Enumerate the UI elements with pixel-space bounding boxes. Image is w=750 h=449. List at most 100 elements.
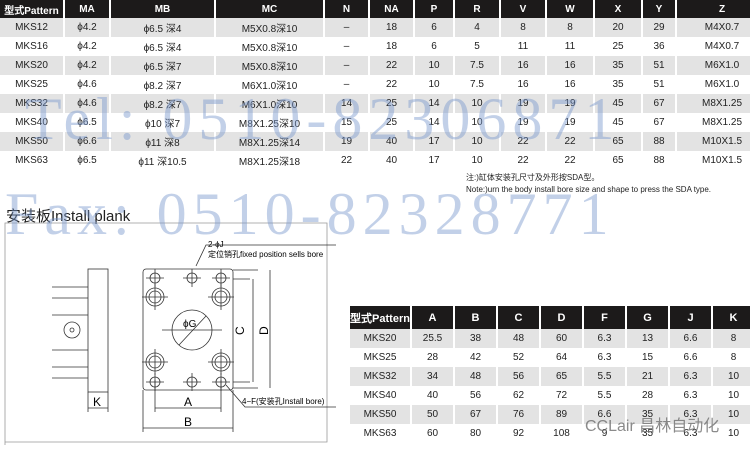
table-cell: M8X1.25深10 xyxy=(238,119,301,130)
table-cell: 15 xyxy=(641,352,654,363)
table-cell: M10X1.5 xyxy=(701,155,743,166)
table-cell: 22 xyxy=(501,132,545,151)
table-cell: M8X1.25 xyxy=(701,117,743,128)
brand-logo: CCLair 昌林自动化 xyxy=(585,418,720,435)
table-cell: ϕ4.2 xyxy=(65,18,109,37)
table-cell: 10 xyxy=(455,94,499,113)
table-cell: ϕ6.5 xyxy=(77,117,97,128)
table-cell: M6X1.0深10 xyxy=(241,81,298,92)
table-cell: 25 xyxy=(612,41,624,52)
table-cell: 5.5 xyxy=(584,367,625,386)
table-cell: 11 xyxy=(564,41,576,52)
table-row: MKS63 ϕ6.5 ϕ11 深10.5 M8X1.25深18 22 40 17 10 22 22… xyxy=(0,151,750,170)
column-header: K xyxy=(713,306,750,329)
table-cell: 65 xyxy=(595,132,641,151)
install-plank-table: 型式Pattern A B C D F G J K MKS20 25.5 38 48 60 6.3 13 6.6… xyxy=(348,306,750,443)
table-row: MKS32 34 48 56 65 5.5 21 6.3 10 xyxy=(350,367,750,386)
table-row: MKS50 50 67 76 89 6.6 35 6.3 10 xyxy=(350,405,750,424)
column-header: B xyxy=(455,306,496,329)
table-cell: 18 xyxy=(385,41,398,52)
table-cell: 51 xyxy=(643,56,675,75)
table-row: MKS16 ϕ4.2 ϕ6.5 深4 M5X0.8深10 – 18 6 5 11 11 25 36 M4… xyxy=(0,37,750,56)
table-cell: MKS40 xyxy=(363,390,397,401)
column-header: F xyxy=(584,306,625,329)
table-cell: ϕ6.5 xyxy=(77,155,97,166)
table-cell: – xyxy=(325,18,368,37)
table-cell: 10 xyxy=(415,56,453,75)
table-cell: MKS63 xyxy=(15,155,48,166)
table-cell: 19 xyxy=(517,117,529,128)
table-cell: 6.3 xyxy=(683,390,698,401)
table-row: MKS40 40 56 62 72 5.5 28 6.3 10 xyxy=(350,386,750,405)
dim-k-label: K xyxy=(93,395,101,409)
column-header: V xyxy=(501,0,545,18)
table-cell: 56 xyxy=(498,367,539,386)
table-cell: 21 xyxy=(627,367,668,386)
table-cell: 10 xyxy=(713,367,750,386)
table-cell: ϕ6.5 深7 xyxy=(111,56,214,75)
table-cell: 22 xyxy=(340,155,353,166)
table-cell: 67 xyxy=(455,405,496,424)
column-header: N xyxy=(325,0,368,18)
column-header: X xyxy=(595,0,641,18)
column-header: Y xyxy=(643,0,675,18)
table-cell: 28 xyxy=(641,390,654,401)
table-cell: 60 xyxy=(426,428,439,439)
table-row: MKS40 ϕ6.5 ϕ10 深7 M8X1.25深10 15 25 14 10 19 19 45 6… xyxy=(0,113,750,132)
table-cell: ϕ4.6 xyxy=(77,79,97,90)
table-cell: – xyxy=(325,56,368,75)
table-cell: 6 xyxy=(415,18,453,37)
table-cell: 34 xyxy=(412,367,453,386)
column-header: MA xyxy=(65,0,109,18)
table-cell: 8 xyxy=(547,18,593,37)
table-cell: 10 xyxy=(727,390,740,401)
table-cell: MKS63 xyxy=(363,428,397,439)
table-cell: 10 xyxy=(428,79,440,90)
note-english: Note:)urn the body install bore size and… xyxy=(466,185,712,194)
column-header: G xyxy=(627,306,668,329)
table-cell: 5.5 xyxy=(597,390,612,401)
table-cell: 45 xyxy=(595,94,641,113)
table-cell: 64 xyxy=(555,352,568,363)
table-cell: 50 xyxy=(412,405,453,424)
table-row: MKS63 60 80 92 108 9 35 6.3 10 xyxy=(350,424,750,443)
pin-label: 2-ϕJ xyxy=(208,240,224,249)
column-header: A xyxy=(412,306,453,329)
table-cell: 10 xyxy=(727,428,740,439)
table-cell: 19 xyxy=(501,94,545,113)
table-cell: 11 xyxy=(517,41,529,52)
column-header: R xyxy=(455,0,499,18)
table-cell: – xyxy=(343,79,350,90)
dim-g-label: ϕG xyxy=(183,319,197,330)
column-header: Z xyxy=(677,0,750,18)
table-cell: 40 xyxy=(385,155,398,166)
table-cell: 60 xyxy=(541,329,582,348)
table-cell: 10 xyxy=(471,117,483,128)
table-cell: 65 xyxy=(541,367,582,386)
table-cell: 4 xyxy=(455,18,499,37)
table-cell: M4X0.7 xyxy=(677,18,750,37)
table-cell: M6X1.0 xyxy=(677,56,750,75)
table-cell: 52 xyxy=(512,352,525,363)
table-cell: 5 xyxy=(474,41,480,52)
table-cell: 6.3 xyxy=(683,428,698,439)
table-cell: 48 xyxy=(455,367,496,386)
table-cell: 10 xyxy=(713,405,750,424)
table-cell: 22 xyxy=(517,155,529,166)
table-cell: M6X1.0深10 xyxy=(216,94,323,113)
table-cell: ϕ4.2 xyxy=(77,41,97,52)
table-cell: 8 xyxy=(713,329,750,348)
table-cell: 40 xyxy=(370,132,413,151)
table-row: MKS25 28 42 52 64 6.3 15 6.6 8 xyxy=(350,348,750,367)
table-cell: ϕ4.6 xyxy=(65,94,109,113)
table-cell: 16 xyxy=(517,79,529,90)
table-cell: 14 xyxy=(325,94,368,113)
table-cell: 22 xyxy=(564,155,576,166)
table-cell: MKS40 xyxy=(15,117,48,128)
table-cell: MKS50 xyxy=(350,405,410,424)
column-header: NA xyxy=(370,0,413,18)
table-cell: 72 xyxy=(555,390,568,401)
column-header: MC xyxy=(216,0,323,18)
table-cell: 35 xyxy=(595,56,641,75)
table-cell: 19 xyxy=(547,94,593,113)
